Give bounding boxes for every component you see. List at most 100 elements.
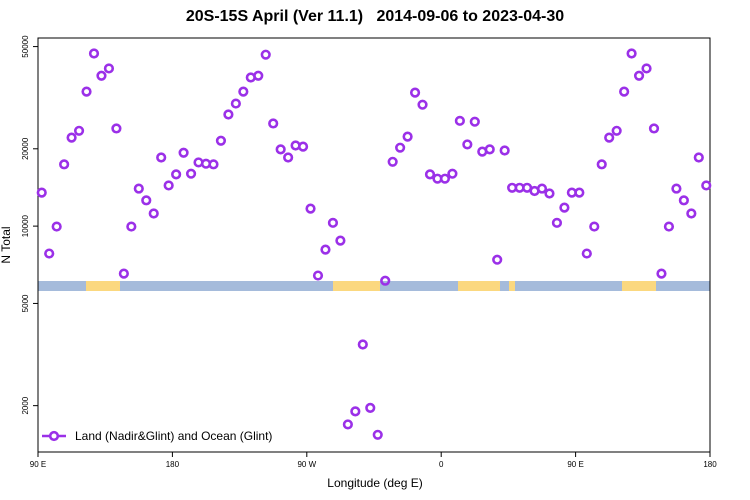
point (260, 49, 271, 60)
point (499, 145, 510, 156)
point (619, 86, 630, 97)
point (185, 168, 197, 179)
point (312, 270, 324, 281)
y-tick-label: 10000 (21, 214, 30, 237)
point (469, 116, 480, 127)
x-tick-label: 180 (703, 460, 717, 469)
x-tick-label: 180 (166, 460, 180, 469)
point (492, 254, 503, 265)
point (230, 98, 241, 109)
point (81, 86, 92, 97)
point (589, 221, 600, 232)
point (424, 169, 436, 180)
point (297, 141, 309, 152)
point (380, 275, 391, 286)
point (365, 402, 376, 414)
point (118, 268, 129, 279)
land-band (509, 281, 515, 291)
point (454, 115, 465, 126)
point (59, 159, 70, 170)
point (693, 152, 704, 163)
point (283, 152, 294, 163)
legend-label: Land (Nadir&Glint) and Ocean (Glint) (75, 429, 272, 443)
x-tick-label: 0 (439, 460, 444, 469)
point (536, 183, 548, 194)
point (372, 429, 383, 440)
y-tick-label: 50000 (21, 35, 30, 58)
point (581, 248, 592, 259)
point (223, 109, 234, 120)
x-tick-label: 90 E (567, 460, 583, 469)
x-axis-label: Longitude (deg E) (327, 476, 422, 490)
point (701, 180, 712, 191)
x-tick-label: 90 W (297, 460, 316, 469)
chart-title: 20S-15S April (Ver 11.1) 2014-09-06 to 2… (186, 8, 564, 25)
point (604, 132, 615, 143)
point (395, 142, 406, 153)
point (678, 195, 689, 206)
point (648, 123, 660, 134)
point (103, 63, 115, 74)
y-axis-label: N Total (0, 226, 13, 263)
point (163, 180, 174, 191)
point (51, 221, 62, 232)
point (208, 159, 219, 170)
point (88, 48, 100, 59)
point (626, 48, 637, 59)
point (96, 70, 107, 81)
point (335, 235, 346, 246)
point (126, 221, 137, 232)
point (66, 132, 77, 143)
point (447, 168, 458, 179)
point (253, 70, 264, 81)
point (409, 87, 421, 98)
point (111, 123, 122, 134)
point (148, 208, 159, 219)
point (320, 244, 331, 255)
point (551, 217, 563, 228)
point (402, 131, 413, 142)
point (671, 183, 682, 194)
point (439, 173, 451, 184)
land-band (333, 281, 380, 291)
legend-marker (48, 430, 60, 442)
point (574, 187, 585, 198)
point (44, 248, 55, 259)
point (133, 183, 144, 194)
plot-frame (37, 37, 711, 453)
point (350, 406, 361, 417)
point (238, 86, 249, 97)
point (641, 63, 652, 74)
point (275, 144, 286, 155)
point (357, 339, 368, 350)
point (686, 208, 697, 219)
point (305, 203, 316, 214)
point (611, 125, 622, 136)
point (417, 99, 428, 110)
point (36, 187, 47, 198)
point (596, 159, 607, 170)
y-tick-label: 20000 (21, 137, 30, 160)
point (387, 156, 398, 167)
point (156, 152, 167, 163)
point (141, 195, 152, 206)
point (663, 221, 675, 232)
y-tick-label: 2000 (21, 396, 30, 414)
point (544, 188, 555, 199)
land-band (622, 281, 656, 291)
point (462, 139, 473, 150)
point (559, 202, 570, 213)
point (484, 144, 495, 155)
land-band (86, 281, 120, 291)
point (215, 135, 227, 146)
point (633, 70, 645, 81)
point (342, 419, 353, 430)
point (268, 118, 279, 129)
x-tick-label: 90 E (30, 460, 46, 469)
surface-band (38, 281, 710, 291)
y-tick-label: 5000 (21, 294, 30, 312)
point (171, 169, 182, 180)
point (178, 147, 189, 158)
